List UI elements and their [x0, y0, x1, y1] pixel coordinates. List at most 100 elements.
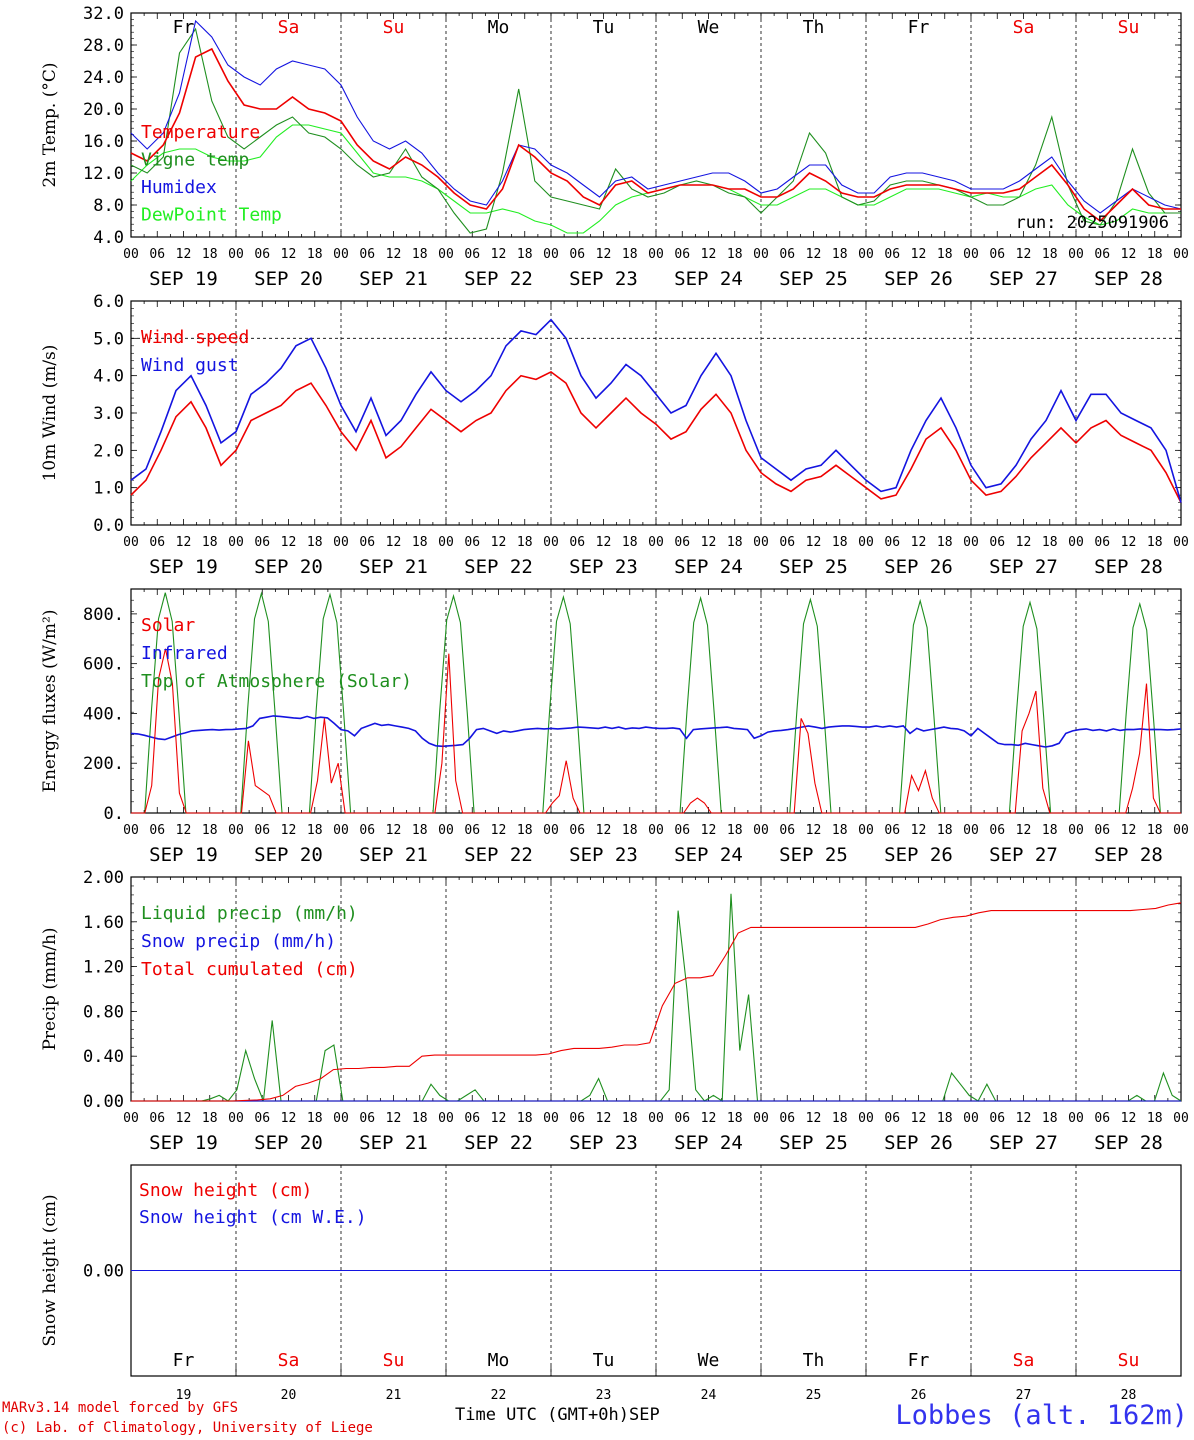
weekday-label-bottom: Fr [908, 1350, 930, 1371]
wind-hour-tick-label: 12 [176, 535, 192, 550]
wind-hour-tick-label: 06 [254, 535, 270, 550]
precip-date-label: SEP 24 [674, 1132, 743, 1154]
temp-hour-tick-label: 06 [989, 247, 1005, 262]
wind-hour-tick-label: 06 [884, 535, 900, 550]
precip-hour-tick-label: 00 [753, 1111, 769, 1126]
wind-hour-tick-label: 06 [674, 535, 690, 550]
energy-date-label: SEP 22 [464, 844, 533, 866]
precip-date-label: SEP 23 [569, 1132, 638, 1154]
energy-date-label: SEP 25 [779, 844, 848, 866]
credit-lab-line: (c) Lab. of Climatology, University of L… [2, 1420, 373, 1436]
precip-y-tick-label: 0.00 [83, 1092, 124, 1112]
energy-date-label: SEP 24 [674, 844, 743, 866]
energy-hour-tick-label: 06 [464, 823, 480, 838]
wind-series-wind-speed [130, 370, 1182, 503]
temp-hour-tick-label: 12 [281, 247, 297, 262]
energy-hour-tick-label: 18 [937, 823, 953, 838]
energy-hour-tick-label: 12 [281, 823, 297, 838]
precip-hour-tick-label: 06 [569, 1111, 585, 1126]
wind-date-label: SEP 27 [989, 556, 1058, 578]
temp-hour-tick-label: 18 [412, 247, 428, 262]
credit-model-line: MARv3.14 model forced by GFS [2, 1400, 239, 1416]
weekday-label-bottom: Sa [278, 1350, 300, 1371]
precip-hour-tick-label: 12 [281, 1111, 297, 1126]
energy-hour-tick-label: 00 [438, 823, 454, 838]
energy-hour-tick-label: 06 [779, 823, 795, 838]
temp-date-label: SEP 20 [254, 268, 323, 290]
energy-legend-entry: Solar [141, 615, 195, 636]
energy-hour-tick-label: 06 [1094, 823, 1110, 838]
temp-y-tick-label: 12.0 [83, 164, 124, 184]
wind-hour-tick-label: 06 [464, 535, 480, 550]
wind-hour-tick-label: 12 [1121, 535, 1137, 550]
energy-date-label: SEP 19 [149, 844, 218, 866]
wind-y-tick-label: 3.0 [93, 404, 124, 424]
temp-legend-entry: Temperature [141, 122, 260, 143]
day-number-label: 20 [281, 1388, 297, 1403]
x-axis-time-label: Time UTC (GMT+0h) [455, 1405, 629, 1425]
wind-hour-tick-label: 00 [228, 535, 244, 550]
weekday-label-top: Tu [593, 17, 615, 38]
energy-series-solar [131, 648, 1181, 814]
wind-date-label: SEP 25 [779, 556, 848, 578]
wind-y-tick-label: 4.0 [93, 367, 124, 387]
wind-hour-tick-label: 12 [386, 535, 402, 550]
precip-legend-entry: Snow precip (mm/h) [141, 931, 336, 952]
energy-y-tick-label: 200. [83, 754, 124, 774]
temp-hour-tick-label: 12 [596, 247, 612, 262]
temp-hour-tick-label: 00 [333, 247, 349, 262]
wind-date-label: SEP 26 [884, 556, 953, 578]
precip-date-label: SEP 21 [359, 1132, 428, 1154]
energy-hour-tick-label: 00 [228, 823, 244, 838]
temp-run-annotation: run: 2025091906 [1015, 213, 1169, 233]
energy-hour-tick-label: 00 [753, 823, 769, 838]
energy-hour-tick-label: 12 [176, 823, 192, 838]
weekday-label-bottom: We [698, 1350, 720, 1371]
energy-hour-tick-label: 18 [1147, 823, 1163, 838]
precip-y-tick-label: 0.80 [83, 1002, 124, 1022]
temp-hour-tick-label: 18 [307, 247, 323, 262]
panel-snow: 0.00 Snow height (cm) Snow height (cm) Snow… [40, 1164, 1182, 1403]
wind-hour-tick-label: 06 [359, 535, 375, 550]
wind-hour-tick-label: 06 [779, 535, 795, 550]
temp-y-tick-label: 20.0 [83, 100, 124, 120]
snow-legend-entry: Snow height (cm W.E.) [139, 1207, 367, 1228]
weekday-label-top: Sa [1013, 17, 1035, 38]
precip-hour-tick-label: 12 [806, 1111, 822, 1126]
precip-hour-tick-label: 12 [491, 1111, 507, 1126]
precip-hour-tick-label: 06 [464, 1111, 480, 1126]
temp-hour-tick-label: 06 [149, 247, 165, 262]
weekday-label-bottom: Mo [488, 1350, 510, 1371]
wind-date-label: SEP 19 [149, 556, 218, 578]
temp-hour-tick-label: 00 [648, 247, 664, 262]
temp-hour-tick-label: 00 [543, 247, 559, 262]
precip-date-label: SEP 19 [149, 1132, 218, 1154]
temp-hour-tick-label: 00 [438, 247, 454, 262]
precip-hour-tick-label: 18 [937, 1111, 953, 1126]
temp-date-label: SEP 28 [1094, 268, 1163, 290]
precip-hour-tick-label: 06 [254, 1111, 270, 1126]
temp-hour-tick-label: 06 [359, 247, 375, 262]
wind-date-label: SEP 24 [674, 556, 743, 578]
wind-y-tick-label: 2.0 [93, 441, 124, 461]
precip-hour-tick-label: 12 [176, 1111, 192, 1126]
temp-date-label: SEP 22 [464, 268, 533, 290]
energy-hour-tick-label: 00 [543, 823, 559, 838]
precip-hour-tick-label: 12 [1016, 1111, 1032, 1126]
energy-hour-tick-label: 12 [911, 823, 927, 838]
day-number-label: 26 [911, 1388, 927, 1403]
wind-hour-tick-label: 12 [1016, 535, 1032, 550]
energy-hour-tick-label: 12 [386, 823, 402, 838]
weekday-label-bottom: Fr [173, 1350, 195, 1371]
wind-y-tick-label: 0.0 [93, 516, 124, 536]
precip-hour-tick-label: 18 [1042, 1111, 1058, 1126]
energy-hour-tick-label: 18 [412, 823, 428, 838]
temp-y-tick-label: 32.0 [83, 4, 124, 24]
weekday-label-bottom: Su [383, 1350, 405, 1371]
wind-hour-tick-label: 06 [569, 535, 585, 550]
temp-hour-tick-label: 12 [491, 247, 507, 262]
precip-hour-tick-label: 00 [123, 1111, 139, 1126]
precip-hour-tick-label: 12 [1121, 1111, 1137, 1126]
weekday-label-top: Fr [908, 17, 930, 38]
temp-hour-tick-label: 12 [806, 247, 822, 262]
